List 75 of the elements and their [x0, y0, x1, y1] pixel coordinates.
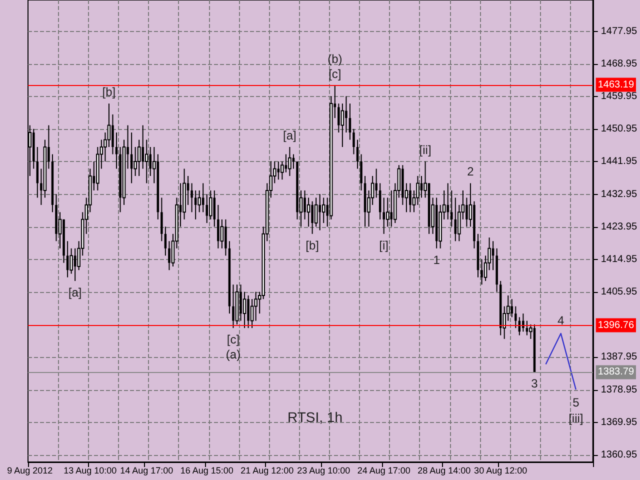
y-tick-label: 1405.95 — [600, 286, 638, 298]
candlestick — [250, 298, 254, 329]
x-tick-label: 21 Aug 12:00 — [240, 466, 294, 476]
candlestick — [74, 248, 76, 282]
text: [i] — [379, 238, 389, 252]
candlestick — [352, 128, 355, 155]
y-tick-label: 1360.95 — [600, 449, 638, 460]
candlestick — [466, 197, 468, 228]
candlestick — [217, 204, 220, 249]
y-tick-label: 1441.95 — [600, 156, 638, 168]
candlestick — [450, 190, 453, 228]
candlestick — [240, 284, 242, 322]
y-tick-label: 1450.95 — [600, 124, 638, 135]
candlestick — [247, 294, 250, 329]
text: 1 — [433, 252, 440, 267]
candlestick — [213, 190, 216, 228]
annotation: 5 — [572, 396, 580, 410]
x-tick-label: 24 Aug 17:00 — [357, 466, 410, 476]
text: [c] (a) — [226, 332, 241, 362]
candlestick — [202, 182, 204, 213]
candlestick — [338, 103, 340, 134]
text: [b] — [102, 85, 116, 100]
candlestick — [112, 114, 114, 155]
candlestick — [390, 190, 393, 228]
x-tick-label: 30 Aug 12:00 — [474, 466, 528, 476]
candlestick — [232, 284, 234, 329]
candlestick — [224, 218, 227, 256]
ref-line-label: 1463.19 — [598, 79, 634, 90]
y-tick-label: 1414.95 — [600, 254, 638, 265]
candlestick — [160, 197, 163, 242]
candlestick — [480, 258, 483, 286]
text: [b] — [306, 238, 319, 252]
x-tick-label: 28 Aug 14:00 — [418, 466, 471, 476]
y-tick-label: 1477.95 — [600, 26, 638, 37]
candlestick — [446, 182, 450, 220]
candlestick — [522, 313, 524, 332]
text: [ii] — [419, 142, 432, 157]
candlestick — [514, 306, 517, 329]
candlestick — [190, 182, 193, 213]
annotation: [iii] — [568, 412, 584, 426]
candlestick — [288, 146, 292, 176]
candlestick — [277, 160, 280, 180]
x-tick-label: 14 Aug 17:00 — [120, 466, 174, 476]
candlestick — [311, 200, 314, 234]
candlestick — [168, 240, 170, 271]
text: [a] — [68, 285, 82, 300]
text: (b) [c] — [328, 52, 342, 81]
x-tick-label: 13 Aug 10:00 — [64, 466, 117, 476]
candlestick — [194, 190, 197, 220]
candlestick — [420, 175, 423, 198]
candlestick — [142, 124, 144, 170]
candlestick — [137, 139, 141, 176]
candlestick — [345, 96, 348, 134]
x-tick-label: 16 Aug 15:00 — [180, 466, 234, 476]
text: 2 — [467, 164, 474, 179]
candlestick — [304, 190, 306, 220]
y-tick-label: 1468.95 — [600, 58, 638, 70]
y-tick-label: 1378.95 — [600, 384, 638, 396]
ref-line-label: 1383.79 — [598, 366, 634, 378]
candlestick — [360, 154, 362, 191]
y-tick-label: 1459.95 — [600, 90, 638, 102]
y-tick-label: 1369.95 — [600, 416, 638, 428]
candlestick — [409, 182, 412, 213]
x-tick-label: 9 Aug 2012 — [7, 466, 53, 476]
ref-line-label: 1396.76 — [598, 320, 634, 331]
candlestick — [375, 168, 378, 198]
candlestick — [318, 194, 321, 231]
y-tick-label: 1423.95 — [600, 221, 638, 232]
x-tick-label: 23 Aug 10:00 — [297, 466, 350, 476]
annotation: 4 — [558, 313, 564, 328]
text: 3 — [531, 376, 538, 391]
y-tick-label: 1387.95 — [600, 352, 638, 363]
text: [a] — [283, 128, 296, 142]
text: RTSI, 1h — [288, 409, 342, 425]
y-tick-label: 1432.95 — [600, 188, 638, 200]
